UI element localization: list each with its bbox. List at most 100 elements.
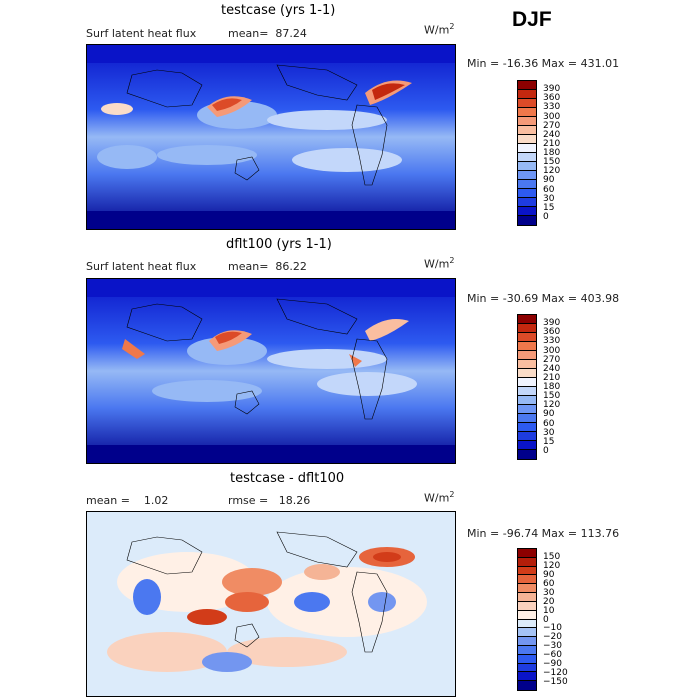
colorbar-swatch [518, 216, 536, 225]
colorbar-swatch [518, 387, 536, 396]
colorbar-tick-label: 300 [543, 345, 561, 356]
colorbar-swatch [518, 619, 536, 629]
panel-1-map-svg [87, 45, 455, 229]
colorbar-tick-label: 180 [543, 148, 561, 158]
colorbar-tick-label: 60 [543, 418, 555, 429]
colorbar-tick-label: 120 [543, 400, 561, 411]
panel-3-title: testcase - dflt100 [230, 471, 345, 486]
colorbar-swatch [518, 369, 536, 378]
colorbar-swatch [518, 637, 536, 646]
colorbar-tick-label: 90 [543, 175, 555, 186]
colorbar-swatch [518, 198, 536, 207]
season-label: DJF [512, 8, 552, 31]
colorbar-swatch [518, 414, 536, 423]
colorbar-tick-label: 60 [543, 184, 555, 195]
panel-1-units: W/m2 [424, 22, 455, 37]
colorbar-swatch [518, 180, 536, 189]
colorbar-tick-label: 30 [543, 587, 555, 598]
colorbar-tick-label: −20 [543, 632, 562, 643]
colorbar-tick-label: 360 [543, 93, 561, 104]
colorbar-tick-label: 150 [543, 391, 561, 402]
colorbar-tick-label: 330 [543, 336, 561, 347]
colorbar-swatch [518, 654, 536, 664]
colorbar-swatch [518, 171, 536, 180]
panel-2-colorbar-swatches [518, 315, 536, 459]
colorbar-tick-label: 270 [543, 354, 561, 365]
colorbar-swatch [518, 81, 536, 90]
panel-3-colorbar [517, 548, 537, 691]
colorbar-swatch [518, 351, 536, 360]
colorbar-tick-label: −120 [543, 668, 568, 679]
colorbar-swatch [518, 333, 536, 342]
colorbar-tick-label: 270 [543, 120, 561, 131]
colorbar-tick-label: −150 [543, 677, 568, 688]
colorbar-tick-label: 60 [543, 578, 555, 589]
colorbar-swatch [518, 549, 536, 558]
colorbar-tick-label: 120 [543, 166, 561, 177]
colorbar-tick-label: 120 [543, 560, 561, 571]
colorbar-swatch [518, 441, 536, 450]
colorbar-tick-label: 20 [543, 596, 555, 607]
colorbar-tick-label: 0 [543, 445, 549, 456]
colorbar-swatch [518, 645, 536, 655]
colorbar-tick-label: −60 [543, 650, 562, 661]
colorbar-swatch [518, 315, 536, 324]
panel-2-mean: mean= 86.22 [228, 260, 307, 273]
colorbar-swatch [518, 378, 536, 387]
panel-3-colorbar-swatches [518, 549, 536, 690]
colorbar-tick-label: 360 [543, 327, 561, 338]
colorbar-tick-label: 240 [543, 129, 561, 140]
colorbar-swatch [518, 663, 536, 673]
colorbar-swatch [518, 628, 536, 638]
panel-3-units: W/m2 [424, 490, 455, 505]
colorbar-swatch [518, 135, 536, 144]
colorbar-tick-label: 390 [543, 318, 561, 329]
panel-1-map [86, 44, 456, 230]
colorbar-swatch [518, 557, 536, 567]
panel-1-minmax: Min = -16.36 Max = 431.01 [467, 57, 620, 70]
panel-2-title: dflt100 (yrs 1-1) [226, 237, 332, 252]
colorbar-swatch [518, 126, 536, 135]
panel-1-colorbar [517, 80, 537, 226]
colorbar-swatch [518, 681, 536, 690]
colorbar-tick-label: 15 [543, 436, 555, 447]
colorbar-tick-label: 390 [543, 84, 561, 95]
colorbar-tick-label: −10 [543, 623, 562, 634]
colorbar-tick-label: 30 [543, 193, 555, 204]
colorbar-tick-label: −90 [543, 659, 562, 670]
colorbar-swatch [518, 324, 536, 333]
colorbar-swatch [518, 144, 536, 153]
panel-2-variable-label: Surf latent heat flux [86, 260, 197, 273]
colorbar-tick-label: 330 [543, 102, 561, 113]
panel-3-minmax: Min = -96.74 Max = 113.76 [467, 527, 620, 540]
panel-3-mean: mean = 1.02 [86, 494, 169, 507]
colorbar-tick-label: 180 [543, 382, 561, 392]
colorbar-swatch [518, 396, 536, 405]
panel-2-map [86, 278, 456, 464]
colorbar-tick-label: 0 [543, 614, 549, 625]
colorbar-swatch [518, 117, 536, 126]
panel-1-title: testcase (yrs 1-1) [221, 3, 336, 18]
panel-1-variable-label: Surf latent heat flux [86, 27, 197, 40]
colorbar-swatch [518, 566, 536, 576]
colorbar-swatch [518, 189, 536, 198]
colorbar-tick-label: −30 [543, 641, 562, 652]
colorbar-tick-label: 0 [543, 211, 549, 222]
colorbar-swatch [518, 610, 536, 620]
panel-2-colorbar [517, 314, 537, 460]
panel-2-map-svg [87, 279, 455, 463]
colorbar-swatch [518, 99, 536, 108]
panel-1-mean: mean= 87.24 [228, 27, 307, 40]
colorbar-tick-label: 10 [543, 605, 555, 616]
colorbar-swatch [518, 584, 536, 594]
colorbar-swatch [518, 601, 536, 611]
colorbar-swatch [518, 90, 536, 99]
colorbar-swatch [518, 405, 536, 414]
colorbar-swatch [518, 423, 536, 432]
colorbar-swatch [518, 360, 536, 369]
colorbar-tick-label: 30 [543, 427, 555, 438]
panel-2-units: W/m2 [424, 256, 455, 271]
colorbar-tick-label: 300 [543, 111, 561, 122]
panel-3-rmse: rmse = 18.26 [228, 494, 311, 507]
panel-2-minmax: Min = -30.69 Max = 403.98 [467, 292, 620, 305]
